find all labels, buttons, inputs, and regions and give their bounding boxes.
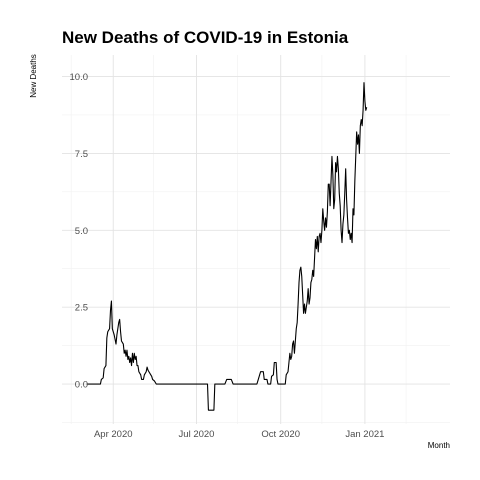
chart-title: New Deaths of COVID-19 in Estonia [62, 28, 349, 47]
series-layer [86, 82, 368, 411]
x-tick-label: Apr 2020 [94, 429, 133, 440]
major-gridlines [62, 55, 450, 424]
minor-gridlines [62, 55, 450, 424]
x-tick-label: Jan 2021 [345, 429, 384, 440]
y-tick-label: 5.0 [75, 226, 88, 237]
x-tick-label: Jul 2020 [179, 429, 215, 440]
series-line-new-deaths [86, 82, 368, 411]
y-tick-label: 2.5 [75, 303, 88, 314]
y-tick-label: 10.0 [70, 72, 89, 83]
x-tick-label: Oct 2020 [261, 429, 300, 440]
y-axis-tick-labels: 0.0 2.5 5.0 7.5 10.0 [70, 72, 89, 391]
y-axis-title: New Deaths [29, 54, 38, 98]
y-tick-label: 0.0 [75, 380, 88, 391]
y-tick-label: 7.5 [75, 149, 88, 160]
x-axis-title: Month [428, 441, 450, 450]
x-axis-tick-labels: Apr 2020 Jul 2020 Oct 2020 Jan 2021 [94, 429, 384, 440]
